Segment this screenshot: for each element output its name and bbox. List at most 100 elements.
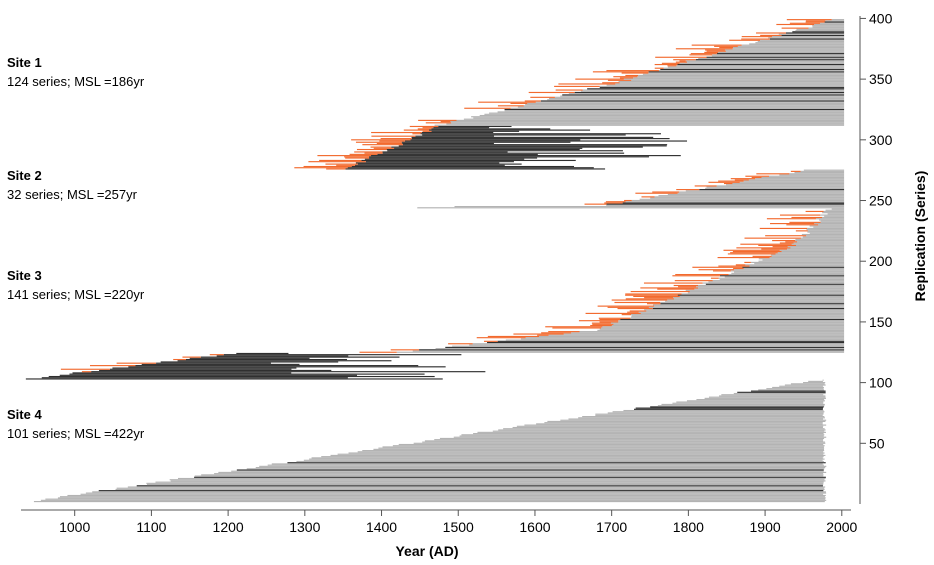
series-bar bbox=[819, 219, 845, 221]
pith-offset-bar bbox=[786, 224, 819, 226]
pith-offset-bar bbox=[744, 237, 801, 239]
pith-offset-bar bbox=[678, 286, 697, 288]
series-bar bbox=[497, 340, 845, 342]
series-bar bbox=[517, 106, 845, 108]
series-bar bbox=[770, 254, 845, 256]
pith-offset-bar bbox=[558, 83, 616, 85]
series-bar bbox=[579, 331, 845, 333]
series-bar bbox=[771, 255, 845, 257]
series-bar bbox=[660, 303, 845, 305]
pith-offset-bar bbox=[592, 323, 614, 325]
series-bar bbox=[706, 186, 845, 188]
pith-offset-bar bbox=[422, 127, 434, 129]
pith-offset-bar bbox=[575, 78, 624, 80]
series-bar bbox=[456, 119, 845, 121]
series-bar bbox=[814, 23, 845, 26]
series-bar bbox=[758, 389, 824, 391]
pith-offset-bar bbox=[552, 327, 602, 329]
pith-offset-bar bbox=[694, 185, 717, 187]
series-bar bbox=[733, 392, 826, 395]
series-bar bbox=[818, 224, 845, 226]
series-bar bbox=[155, 481, 824, 483]
pith-offset-bar bbox=[412, 133, 421, 135]
pith-offset-bar bbox=[640, 287, 699, 289]
pith-offset-bar bbox=[727, 253, 776, 255]
series-bar bbox=[698, 287, 845, 289]
pith-offset-bar bbox=[613, 76, 638, 78]
series-bar bbox=[797, 241, 845, 243]
series-bar bbox=[424, 440, 824, 442]
series-bar bbox=[255, 467, 826, 469]
series-bar bbox=[657, 405, 825, 407]
series-bar bbox=[98, 490, 824, 492]
y-tick-label: 300 bbox=[869, 132, 893, 148]
series-bar bbox=[177, 360, 392, 362]
series-bar bbox=[479, 114, 845, 117]
series-bar bbox=[779, 174, 845, 176]
series-bar bbox=[808, 380, 823, 382]
pith-offset-bar bbox=[772, 246, 788, 248]
pith-offset-bar bbox=[795, 230, 808, 232]
series-bar bbox=[398, 145, 667, 147]
pith-offset-bar bbox=[513, 333, 564, 335]
series-bar bbox=[631, 314, 845, 316]
series-bar bbox=[487, 341, 845, 344]
series-bar bbox=[825, 20, 845, 22]
series-bar bbox=[807, 231, 845, 233]
pith-offset-bar bbox=[476, 337, 526, 339]
pith-offset-bar bbox=[789, 221, 821, 223]
pith-offset-bar bbox=[756, 173, 790, 175]
series-bar bbox=[401, 141, 571, 143]
series-bar bbox=[731, 272, 845, 274]
series-bar bbox=[378, 447, 825, 449]
pith-offset-bar bbox=[336, 164, 355, 166]
series-bar bbox=[391, 146, 643, 148]
x-tick-label: 1400 bbox=[366, 519, 397, 535]
pith-offset-bar bbox=[585, 312, 641, 314]
series-bar bbox=[648, 72, 845, 74]
series-bar bbox=[25, 378, 443, 380]
pith-offset-bar bbox=[729, 39, 761, 41]
pith-offset-bar bbox=[598, 317, 631, 319]
site-label-1: Site 1 124 series; MSL =186yr bbox=[7, 53, 144, 91]
pith-offset-bar bbox=[303, 165, 352, 168]
series-bar bbox=[223, 354, 462, 356]
series-bar bbox=[463, 118, 845, 120]
pith-offset-bar bbox=[675, 61, 687, 63]
x-tick-label: 1900 bbox=[750, 519, 781, 535]
site-stats: 101 series; MSL =422yr bbox=[7, 426, 145, 441]
series-bar bbox=[748, 179, 845, 181]
pith-offset-bar bbox=[791, 216, 823, 219]
series-bar bbox=[820, 214, 845, 216]
series-bar bbox=[633, 77, 845, 79]
series-bar bbox=[421, 131, 494, 134]
series-bar bbox=[681, 293, 845, 295]
pith-offset-bar bbox=[689, 54, 713, 56]
series-bar bbox=[115, 488, 825, 491]
series-bar bbox=[718, 51, 845, 53]
series-bar bbox=[750, 390, 826, 392]
series-bar bbox=[634, 408, 823, 410]
series-bar bbox=[787, 248, 845, 250]
series-bar bbox=[795, 240, 845, 242]
pith-offset-bar bbox=[545, 326, 603, 328]
series-bar bbox=[365, 161, 514, 163]
pith-offset-bar bbox=[690, 53, 717, 55]
series-bar bbox=[523, 105, 845, 107]
series-bar bbox=[623, 409, 824, 412]
series-bar bbox=[595, 414, 823, 416]
series-bar bbox=[345, 168, 606, 170]
series-bar bbox=[218, 471, 827, 474]
x-tick-label: 1100 bbox=[136, 519, 166, 535]
series-bar bbox=[827, 213, 845, 215]
series-bar bbox=[831, 208, 845, 210]
pith-offset-bar bbox=[744, 261, 751, 264]
series-bar bbox=[587, 88, 845, 90]
series-bar bbox=[699, 189, 845, 191]
x-ticks: 1000 1100 1200 1300 1400 1500 1600 1700 1800 1900… bbox=[59, 510, 858, 535]
x-tick-label: 2000 bbox=[826, 519, 857, 535]
pith-offset-bar bbox=[464, 107, 511, 109]
series-bar bbox=[791, 243, 845, 245]
pith-offset-bar bbox=[599, 321, 619, 323]
series-bar bbox=[686, 400, 825, 402]
